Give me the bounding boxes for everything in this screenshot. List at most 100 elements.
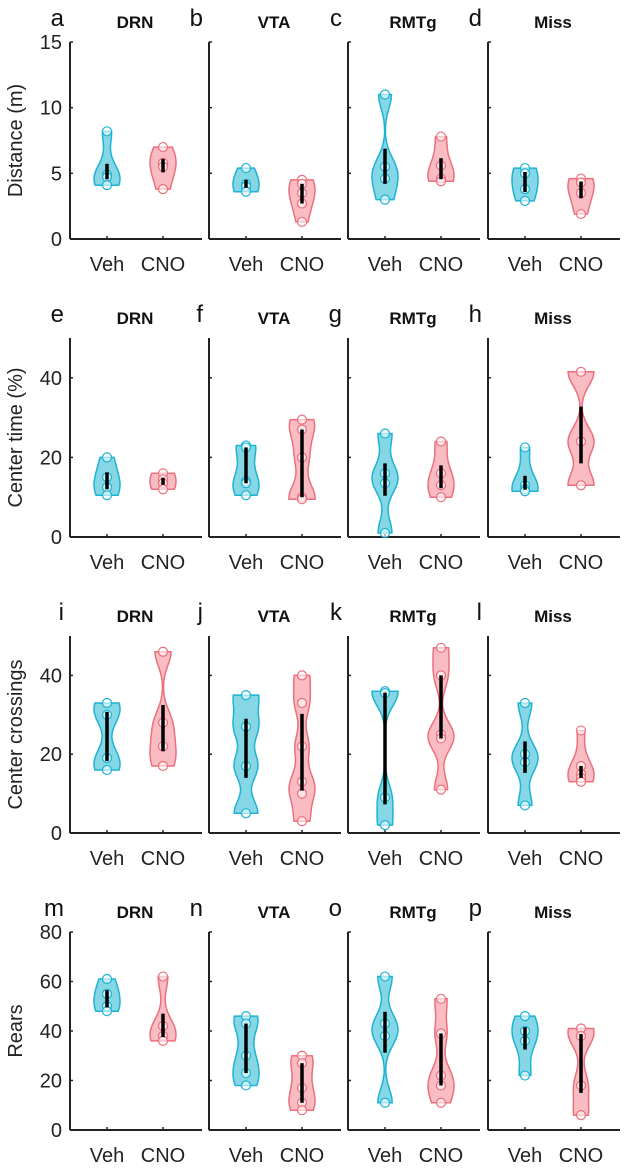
x-tick-label: Veh xyxy=(508,848,542,870)
data-point-cno xyxy=(575,480,587,491)
x-tick-label: Veh xyxy=(508,1145,542,1165)
panel-title: RMTg xyxy=(389,13,436,32)
x-tick-label: CNO xyxy=(280,552,324,574)
x-tick-label: Veh xyxy=(508,552,542,574)
data-point-cno xyxy=(157,971,169,982)
data-point-cno xyxy=(157,1035,169,1047)
x-tick-label: Veh xyxy=(90,848,124,870)
data-point-veh xyxy=(519,697,531,709)
panel-title: Miss xyxy=(534,13,572,32)
y-tick-label: 20 xyxy=(40,744,62,766)
data-point-cno xyxy=(296,414,308,425)
data-point-cno xyxy=(435,642,447,653)
data-point-veh xyxy=(240,186,252,197)
data-point-cno xyxy=(575,366,587,377)
data-point-veh xyxy=(101,452,113,463)
x-tick-label: Veh xyxy=(90,254,124,276)
data-point-cno xyxy=(296,816,308,827)
data-point-veh xyxy=(379,820,391,831)
panel-title: Miss xyxy=(534,607,572,626)
panel-title: DRN xyxy=(117,903,154,922)
data-point-cno xyxy=(296,670,308,681)
data-point-veh xyxy=(101,697,113,709)
panel-title: DRN xyxy=(117,309,154,328)
panel-title: DRN xyxy=(117,13,154,32)
panel-letter: d xyxy=(469,5,482,32)
panel-title: DRN xyxy=(117,607,154,626)
y-axis-label: Center crossings xyxy=(5,659,27,809)
x-tick-label: CNO xyxy=(559,1145,603,1165)
y-tick-label: 60 xyxy=(40,972,62,994)
data-point-veh xyxy=(101,126,113,137)
y-tick-label: 20 xyxy=(40,447,62,469)
data-point-veh xyxy=(519,800,531,811)
data-point-veh xyxy=(240,689,252,701)
x-tick-label: CNO xyxy=(559,552,603,574)
panel-letter: i xyxy=(59,599,64,626)
x-tick-label: Veh xyxy=(90,1145,124,1165)
panel-letter: j xyxy=(197,599,203,626)
x-tick-label: Veh xyxy=(368,1145,402,1165)
data-point-cno xyxy=(575,776,587,787)
data-point-veh xyxy=(519,1011,531,1022)
panel-letter: b xyxy=(190,5,203,32)
x-tick-label: Veh xyxy=(368,254,402,276)
y-tick-label: 80 xyxy=(40,922,62,944)
data-point-cno xyxy=(435,1097,447,1108)
panel-letter: p xyxy=(469,895,482,922)
x-tick-label: CNO xyxy=(419,552,463,574)
x-tick-label: Veh xyxy=(229,552,263,574)
x-tick-label: CNO xyxy=(141,254,185,276)
data-point-veh xyxy=(379,89,391,100)
y-tick-label: 0 xyxy=(51,823,62,845)
data-point-veh xyxy=(240,808,252,819)
y-tick-label: 40 xyxy=(40,368,62,390)
x-tick-label: Veh xyxy=(229,848,263,870)
x-tick-label: CNO xyxy=(280,848,324,870)
data-point-veh xyxy=(101,973,113,985)
data-point-cno xyxy=(575,1110,587,1121)
x-tick-label: CNO xyxy=(141,552,185,574)
data-point-veh xyxy=(240,162,252,174)
y-tick-label: 20 xyxy=(40,1071,62,1093)
x-tick-label: Veh xyxy=(508,254,542,276)
data-point-cno xyxy=(296,1105,308,1116)
data-point-veh xyxy=(519,442,531,453)
x-tick-label: CNO xyxy=(559,254,603,276)
panel-letter: m xyxy=(44,895,64,922)
panel-title: VTA xyxy=(258,13,291,32)
data-point-cno xyxy=(435,993,447,1004)
data-point-cno xyxy=(157,484,169,495)
data-point-cno xyxy=(435,131,447,142)
violin-veh xyxy=(371,93,399,201)
panel-letter: h xyxy=(469,301,482,328)
x-tick-label: Veh xyxy=(229,1145,263,1165)
data-point-cno xyxy=(296,216,308,228)
panel-title: VTA xyxy=(258,607,291,626)
panel-letter: o xyxy=(329,895,342,922)
data-point-veh xyxy=(240,490,252,501)
y-tick-label: 0 xyxy=(51,527,62,549)
data-point-veh xyxy=(519,1070,531,1081)
y-tick-label: 0 xyxy=(51,229,62,251)
panel-letter: n xyxy=(190,895,203,922)
data-point-cno xyxy=(575,725,587,736)
y-tick-label: 5 xyxy=(51,163,62,185)
data-point-cno xyxy=(157,141,169,153)
panel-title: RMTg xyxy=(389,309,436,328)
x-tick-label: Veh xyxy=(368,848,402,870)
data-point-cno xyxy=(157,183,169,195)
panel-letter: f xyxy=(196,301,203,328)
data-point-veh xyxy=(101,764,113,776)
panel-letter: c xyxy=(330,5,342,32)
data-point-veh xyxy=(379,527,391,539)
panel-title: VTA xyxy=(258,903,291,922)
data-point-veh xyxy=(101,1006,113,1017)
x-tick-label: Veh xyxy=(229,254,263,276)
data-point-cno xyxy=(575,208,587,220)
y-tick-label: 15 xyxy=(40,32,62,54)
data-point-veh xyxy=(379,1097,391,1108)
data-point-cno xyxy=(157,760,169,772)
panel-title: VTA xyxy=(258,309,291,328)
